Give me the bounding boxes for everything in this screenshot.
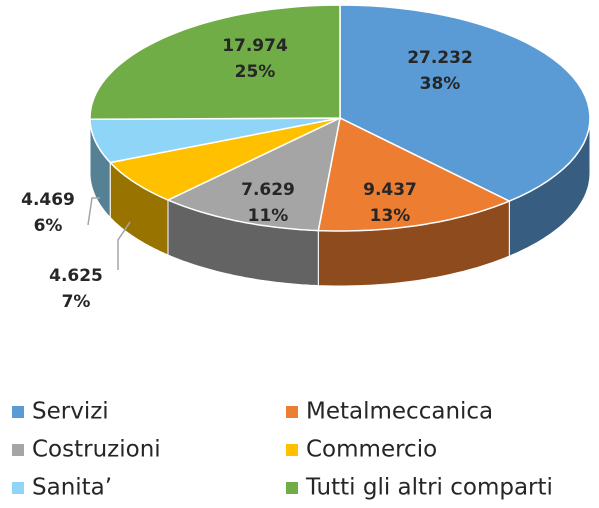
slice xyxy=(89,117,341,164)
legend-swatch xyxy=(12,444,24,456)
slice xyxy=(89,4,341,121)
legend-swatch xyxy=(286,444,298,456)
value-label: 4.625 xyxy=(49,266,103,286)
slice xyxy=(339,4,591,202)
legend-label: Costruzioni xyxy=(32,437,161,463)
value-label: 17.974 xyxy=(222,36,288,56)
slice xyxy=(166,116,342,232)
legend-label: Servizi xyxy=(32,399,109,425)
percent-label: 11% xyxy=(248,206,289,226)
slice xyxy=(108,117,341,201)
value-label: 7.629 xyxy=(241,180,295,200)
value-label: 4.469 xyxy=(21,190,75,210)
legend-label: Sanita’ xyxy=(32,475,112,501)
percent-label: 38% xyxy=(420,74,461,94)
legend-swatch xyxy=(286,482,298,494)
percent-label: 7% xyxy=(62,292,91,312)
legend-label: Tutti gli altri comparti xyxy=(305,475,553,501)
slice xyxy=(317,116,512,232)
legend-label: Metalmeccanica xyxy=(306,399,493,425)
percent-label: 6% xyxy=(34,216,63,236)
leader-line xyxy=(87,197,100,226)
value-label: 9.437 xyxy=(363,180,417,200)
legend-swatch xyxy=(286,406,298,418)
value-label: 27.232 xyxy=(407,48,473,68)
percent-label: 25% xyxy=(235,62,276,82)
legend-swatch xyxy=(12,406,24,418)
percent-label: 13% xyxy=(370,206,411,226)
legend-swatch xyxy=(12,482,24,494)
leader-line xyxy=(117,221,131,270)
legend-label: Commercio xyxy=(306,437,437,463)
